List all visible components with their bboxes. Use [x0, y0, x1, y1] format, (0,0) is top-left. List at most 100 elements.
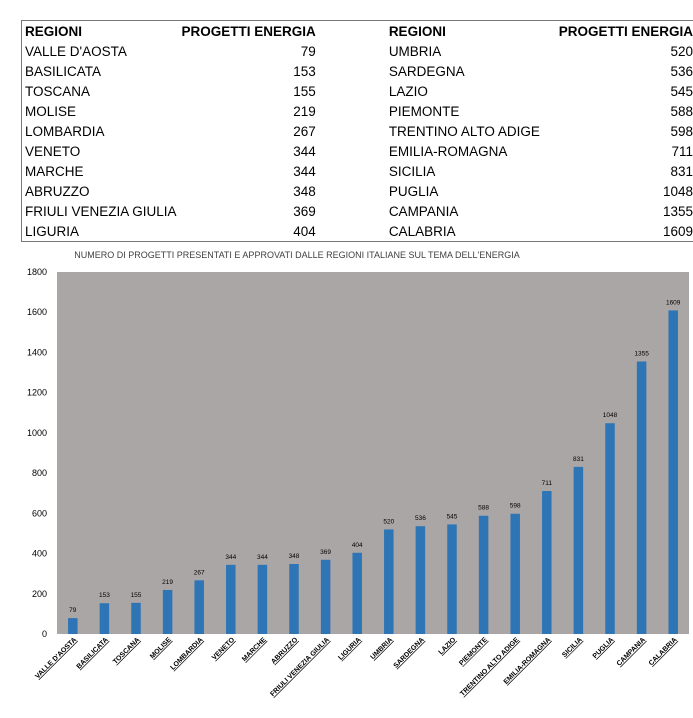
region-name-right: LAZIO: [386, 81, 542, 101]
y-tick-label: 1000: [27, 428, 47, 438]
x-category-label: TOSCANA: [112, 636, 141, 665]
bar-value-label: 404: [352, 542, 363, 549]
region-name-left: VENETO: [22, 141, 181, 161]
bar-value-label: 348: [289, 553, 300, 560]
region-name-right: PIEMONTE: [386, 101, 542, 121]
x-category-label: PIEMONTE: [458, 636, 489, 667]
y-tick-label: 1400: [27, 347, 47, 357]
bar: [447, 524, 457, 634]
header-region-left: REGIONI: [22, 21, 181, 42]
region-name-left: BASILICATA: [22, 61, 181, 81]
bar-value-label: 545: [447, 513, 458, 520]
chart-title: NUMERO DI PROGETTI PRESENTATI E APPROVAT…: [74, 250, 519, 260]
x-category-label: MARCHE: [241, 636, 268, 663]
bar-value-label: 344: [225, 554, 236, 561]
bar: [321, 560, 331, 634]
x-category-label: BASILICATA: [76, 636, 110, 670]
region-name-left: LOMBARDIA: [22, 121, 181, 141]
region-name-left: ABRUZZO: [22, 181, 181, 201]
x-category-label: TRENTINO ALTO ADIGE: [459, 636, 521, 698]
bar: [194, 580, 204, 634]
bar: [605, 423, 615, 634]
bar-value-label: 79: [69, 607, 77, 614]
x-category-label: LAZIO: [438, 636, 458, 656]
project-count-right: 1355: [542, 201, 693, 221]
project-count-left: 153: [181, 61, 386, 81]
bar: [68, 618, 78, 634]
header-projects-left: PROGETTI ENERGIA: [181, 21, 386, 42]
y-tick-label: 800: [32, 468, 47, 478]
region-name-right: UMBRIA: [386, 41, 542, 61]
x-category-label: LIGURIA: [337, 636, 362, 661]
bar-value-label: 520: [383, 518, 394, 525]
bar-value-label: 1048: [603, 412, 618, 419]
region-name-left: MOLISE: [22, 101, 181, 121]
project-count-left: 155: [181, 81, 386, 101]
plot-area: [57, 272, 689, 634]
project-count-right: 536: [542, 61, 693, 81]
project-count-left: 344: [181, 161, 386, 181]
region-name-right: CALABRIA: [386, 221, 542, 242]
region-name-right: EMILIA-ROMAGNA: [386, 141, 542, 161]
x-category-label: ABRUZZO: [270, 636, 300, 666]
header-region-right: REGIONI: [386, 21, 542, 42]
bar: [131, 603, 141, 634]
y-tick-label: 400: [32, 549, 47, 559]
x-category-label: UMBRIA: [369, 636, 394, 661]
region-name-left: LIGURIA: [22, 221, 181, 242]
project-count-left: 404: [181, 221, 386, 242]
project-count-right: 598: [542, 121, 693, 141]
bar: [384, 529, 394, 634]
project-count-right: 1048: [542, 181, 693, 201]
project-count-left: 369: [181, 201, 386, 221]
x-category-label: SICILIA: [561, 636, 584, 659]
region-name-right: PUGLIA: [386, 181, 542, 201]
y-tick-label: 600: [32, 508, 47, 518]
y-tick-label: 1200: [27, 388, 47, 398]
x-category-label: LOMBARDIA: [169, 636, 204, 671]
bar-value-label: 598: [510, 503, 521, 510]
region-name-right: CAMPANIA: [386, 201, 542, 221]
bar-value-label: 153: [99, 592, 110, 599]
x-category-label: VALLE D'AOSTA: [34, 636, 78, 680]
bar: [574, 467, 584, 634]
project-count-right: 520: [542, 41, 693, 61]
project-count-right: 588: [542, 101, 693, 121]
bar: [289, 564, 299, 634]
region-name-right: SARDEGNA: [386, 61, 542, 81]
bar-value-label: 155: [131, 592, 142, 599]
bar-chart: NUMERO DI PROGETTI PRESENTATI E APPROVAT…: [21, 240, 693, 713]
chart-area: NUMERO DI PROGETTI PRESENTATI E APPROVAT…: [21, 240, 693, 713]
bar: [100, 603, 110, 634]
x-category-label: CALABRIA: [648, 636, 679, 667]
x-category-label: MOLISE: [149, 636, 173, 660]
x-category-label: SARDEGNA: [393, 636, 426, 669]
y-tick-label: 1800: [27, 267, 47, 277]
project-count-left: 79: [181, 41, 386, 61]
region-name-left: TOSCANA: [22, 81, 181, 101]
project-count-left: 267: [181, 121, 386, 141]
project-count-right: 545: [542, 81, 693, 101]
bar-value-label: 344: [257, 554, 268, 561]
project-count-left: 219: [181, 101, 386, 121]
project-count-left: 348: [181, 181, 386, 201]
bar: [479, 516, 489, 634]
bar: [668, 310, 678, 634]
project-count-left: 344: [181, 141, 386, 161]
bar-value-label: 369: [320, 549, 331, 556]
bar: [352, 553, 362, 634]
bar-value-label: 536: [415, 515, 426, 522]
x-category-label: CAMPANIA: [616, 636, 647, 667]
bar: [510, 514, 520, 634]
project-count-right: 1609: [542, 221, 693, 242]
region-name-right: SICILIA: [386, 161, 542, 181]
